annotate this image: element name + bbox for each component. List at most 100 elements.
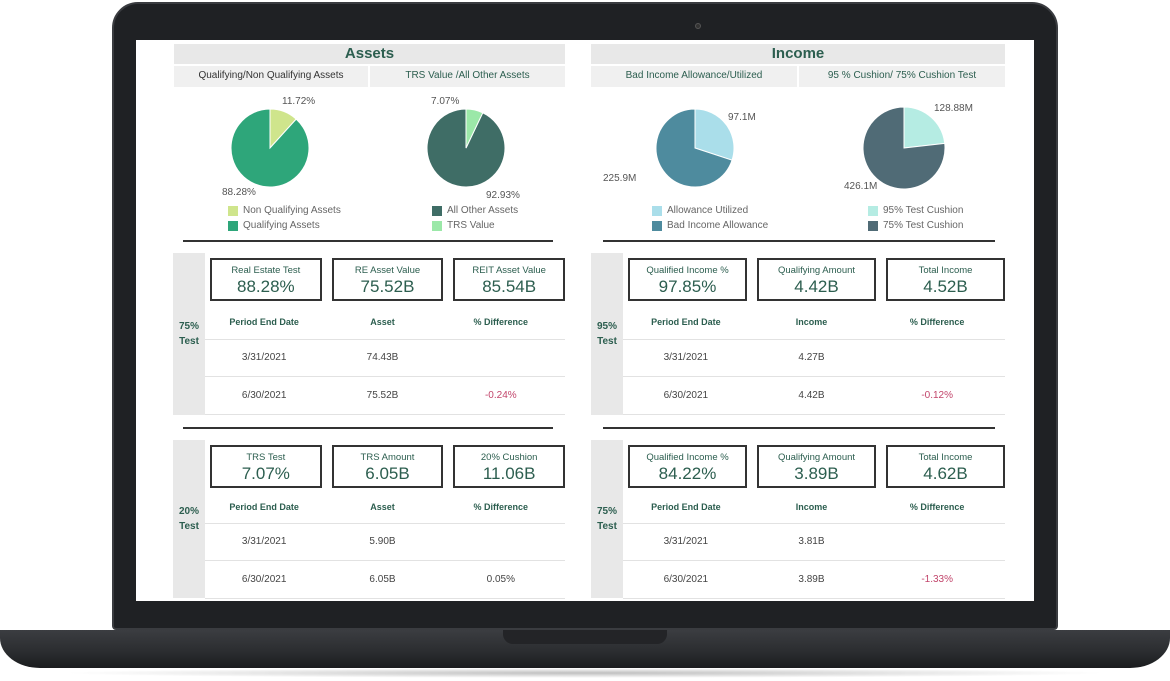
legend-item[interactable]: Allowance Utilized xyxy=(652,203,768,218)
column-header[interactable]: Period End Date xyxy=(651,502,721,512)
column-header[interactable]: Income xyxy=(795,502,828,512)
pie-chart xyxy=(862,106,946,190)
legend-swatch xyxy=(228,205,238,216)
pie-slice-95-test-cushion[interactable] xyxy=(903,106,946,149)
income-subtitle-1: Bad Income Allowance/Utilized xyxy=(591,66,797,87)
column-header[interactable]: Period End Date xyxy=(229,317,299,327)
table-cell: 6/30/2021 xyxy=(663,390,709,401)
pie-legend: Allowance Utilized Bad Income Allowance xyxy=(652,203,768,233)
table-row[interactable]: 3/31/2021 4.27B xyxy=(623,352,1005,366)
legend-swatch xyxy=(868,205,878,216)
legend-item[interactable]: All Other Assets xyxy=(432,203,518,218)
table-row[interactable]: 3/31/2021 74.43B xyxy=(205,352,565,366)
pie-slice-allowance-utilized[interactable] xyxy=(694,108,735,161)
row-separator xyxy=(623,376,1005,377)
pie-data-label: 426.1M xyxy=(844,181,878,192)
row-separator xyxy=(623,339,1005,340)
kpi-value: 4.62B xyxy=(923,464,968,483)
pie-data-label: 92.93% xyxy=(486,190,520,201)
table-cell: 0.05% xyxy=(486,574,515,585)
kpi-card: RE Asset Value 75.52B xyxy=(331,258,444,301)
legend-item[interactable]: 75% Test Cushion xyxy=(868,218,963,233)
pie-slice-qualifying-assets[interactable] xyxy=(230,108,310,188)
table-cell: 3.81B xyxy=(798,536,825,547)
column-header[interactable]: % Difference xyxy=(473,502,529,512)
pie-slice-trs-value[interactable] xyxy=(465,108,484,149)
kpi-value: 75.52B xyxy=(360,277,415,296)
test-label: 75% Test xyxy=(591,440,623,598)
table-row[interactable]: 3/31/2021 5.90B xyxy=(205,536,565,550)
pie-data-label: 97.1M xyxy=(728,112,756,123)
column-header[interactable]: % Difference xyxy=(909,317,965,327)
table-cell: 3/31/2021 xyxy=(241,536,287,547)
legend-label: All Other Assets xyxy=(447,205,519,216)
row-separator xyxy=(205,560,565,561)
kpi-value: 88.28% xyxy=(236,277,295,296)
pie-data-label: 225.9M xyxy=(603,173,637,184)
table-cell: 6/30/2021 xyxy=(241,390,287,401)
table-cell: 3/31/2021 xyxy=(663,536,709,547)
pie-slice-bad-income-allowance[interactable] xyxy=(655,108,733,188)
kpi-card: REIT Asset Value 85.54B xyxy=(453,258,565,301)
kpi-title: Qualifying Amount xyxy=(777,452,856,463)
row-separator xyxy=(205,523,565,524)
table-cell: 3.89B xyxy=(798,574,825,585)
laptop-notch xyxy=(503,630,667,644)
test-label: 95% Test xyxy=(591,253,623,415)
kpi-card: Qualified Income % 84.22% xyxy=(628,445,747,488)
kpi-title: 20% Cushion xyxy=(480,452,538,463)
legend-item[interactable]: 95% Test Cushion xyxy=(868,203,963,218)
kpi-title: Real Estate Test xyxy=(231,265,301,276)
table-row[interactable]: 6/30/2021 6.05B 0.05% xyxy=(205,574,565,588)
column-header[interactable]: % Difference xyxy=(909,502,965,512)
legend-item[interactable]: Non Qualifying Assets xyxy=(228,203,341,218)
row-separator xyxy=(623,598,1005,599)
table-row[interactable]: 6/30/2021 3.89B -1.33% xyxy=(623,574,1005,588)
row-separator xyxy=(205,376,565,377)
pie-slice-75-test-cushion[interactable] xyxy=(862,106,946,190)
pie-data-label: 11.72% xyxy=(282,96,316,107)
column-header[interactable]: Period End Date xyxy=(651,317,721,327)
kpi-title: Qualifying Amount xyxy=(777,265,856,276)
row-separator xyxy=(205,598,565,599)
row-separator xyxy=(623,523,1005,524)
legend-item[interactable]: Qualifying Assets xyxy=(228,218,341,233)
legend-item[interactable]: Bad Income Allowance xyxy=(652,218,768,233)
table-cell: 6/30/2021 xyxy=(663,574,709,585)
table-row[interactable]: 6/30/2021 75.52B -0.24% xyxy=(205,390,565,404)
column-header[interactable]: % Difference xyxy=(473,317,529,327)
income-section-2: 75% Test Qualified Income % 84.22% Qualifyi… xyxy=(591,440,1005,599)
pie-legend: Non Qualifying Assets Qualifying Assets xyxy=(228,203,341,233)
kpi-value: 85.54B xyxy=(482,277,537,296)
legend-swatch xyxy=(652,205,662,216)
table-cell: 4.42B xyxy=(798,390,825,401)
kpi-title: RE Asset Value xyxy=(354,265,421,276)
kpi-card: Qualifying Amount 4.42B xyxy=(757,258,876,301)
table-cell: 6/30/2021 xyxy=(241,574,287,585)
table-cell: 4.27B xyxy=(798,352,825,363)
column-header[interactable]: Income xyxy=(795,317,828,327)
table-cell: -1.33% xyxy=(921,574,953,585)
table-row[interactable]: 6/30/2021 4.42B -0.12% xyxy=(623,390,1005,404)
legend-item[interactable]: TRS Value xyxy=(432,218,518,233)
table-row[interactable]: 3/31/2021 3.81B xyxy=(623,536,1005,550)
kpi-value: 84.22% xyxy=(658,464,717,483)
table-cell: -0.12% xyxy=(921,390,953,401)
table-cell: 3/31/2021 xyxy=(241,352,287,363)
income-subtitle-2: 95 % Cushion/ 75% Cushion Test xyxy=(799,66,1005,87)
pie-chart xyxy=(230,108,310,188)
kpi-title: TRS Test xyxy=(246,452,286,463)
column-header[interactable]: Asset xyxy=(370,502,395,512)
test-label-text: 75% Test xyxy=(596,506,617,532)
pie-data-label: 88.28% xyxy=(222,187,256,198)
kpi-title: REIT Asset Value xyxy=(472,265,546,276)
row-separator xyxy=(623,414,1005,415)
table-cell: -0.24% xyxy=(484,390,517,401)
column-header[interactable]: Asset xyxy=(370,317,395,327)
kpi-title: Qualified Income % xyxy=(646,452,729,463)
legend-swatch xyxy=(868,220,878,231)
column-header[interactable]: Period End Date xyxy=(229,502,299,512)
test-label-text: 20% Test xyxy=(178,506,199,532)
row-separator xyxy=(205,414,565,415)
kpi-value: 4.42B xyxy=(794,277,839,296)
